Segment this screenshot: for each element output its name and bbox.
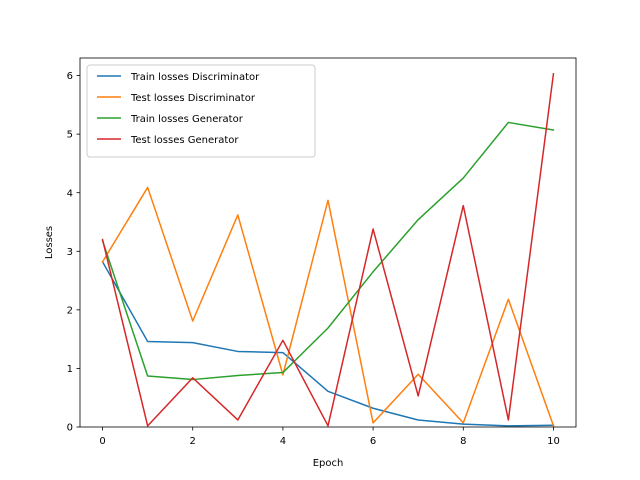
x-tick-label: 4 — [280, 436, 286, 447]
y-tick-label: 4 — [67, 188, 73, 199]
y-tick-label: 5 — [67, 130, 73, 141]
series-line-2 — [101, 186, 555, 427]
series-line-4 — [101, 72, 555, 427]
x-tick-label: 10 — [547, 436, 560, 447]
x-tick-label: 6 — [370, 436, 376, 447]
legend: Train losses Discriminator Test losses Di… — [86, 64, 316, 158]
series-line-1 — [101, 260, 555, 427]
y-axis: 0 1 2 3 4 5 6 — [67, 71, 80, 434]
x-axis: 0 2 4 6 8 10 — [99, 427, 560, 447]
x-axis-label: Epoch — [313, 458, 344, 469]
y-tick-label: 2 — [67, 305, 73, 316]
legend-label: Test losses Discriminator — [130, 93, 256, 104]
legend-label: Test losses Generator — [130, 135, 239, 146]
x-tick-label: 2 — [190, 436, 196, 447]
legend-label: Train losses Discriminator — [130, 72, 260, 83]
y-tick-label: 1 — [67, 364, 73, 375]
y-axis-label: Losses — [44, 226, 55, 259]
axes-frame — [79, 57, 577, 428]
legend-label: Train losses Generator — [130, 114, 244, 125]
y-tick-label: 0 — [67, 423, 73, 434]
legend-box — [86, 64, 316, 158]
series-layer — [101, 72, 555, 427]
y-tick-label: 3 — [67, 247, 73, 258]
x-tick-label: 0 — [99, 436, 105, 447]
y-tick-label: 6 — [67, 71, 73, 82]
series-line-3 — [101, 121, 555, 381]
x-tick-label: 8 — [460, 436, 466, 447]
